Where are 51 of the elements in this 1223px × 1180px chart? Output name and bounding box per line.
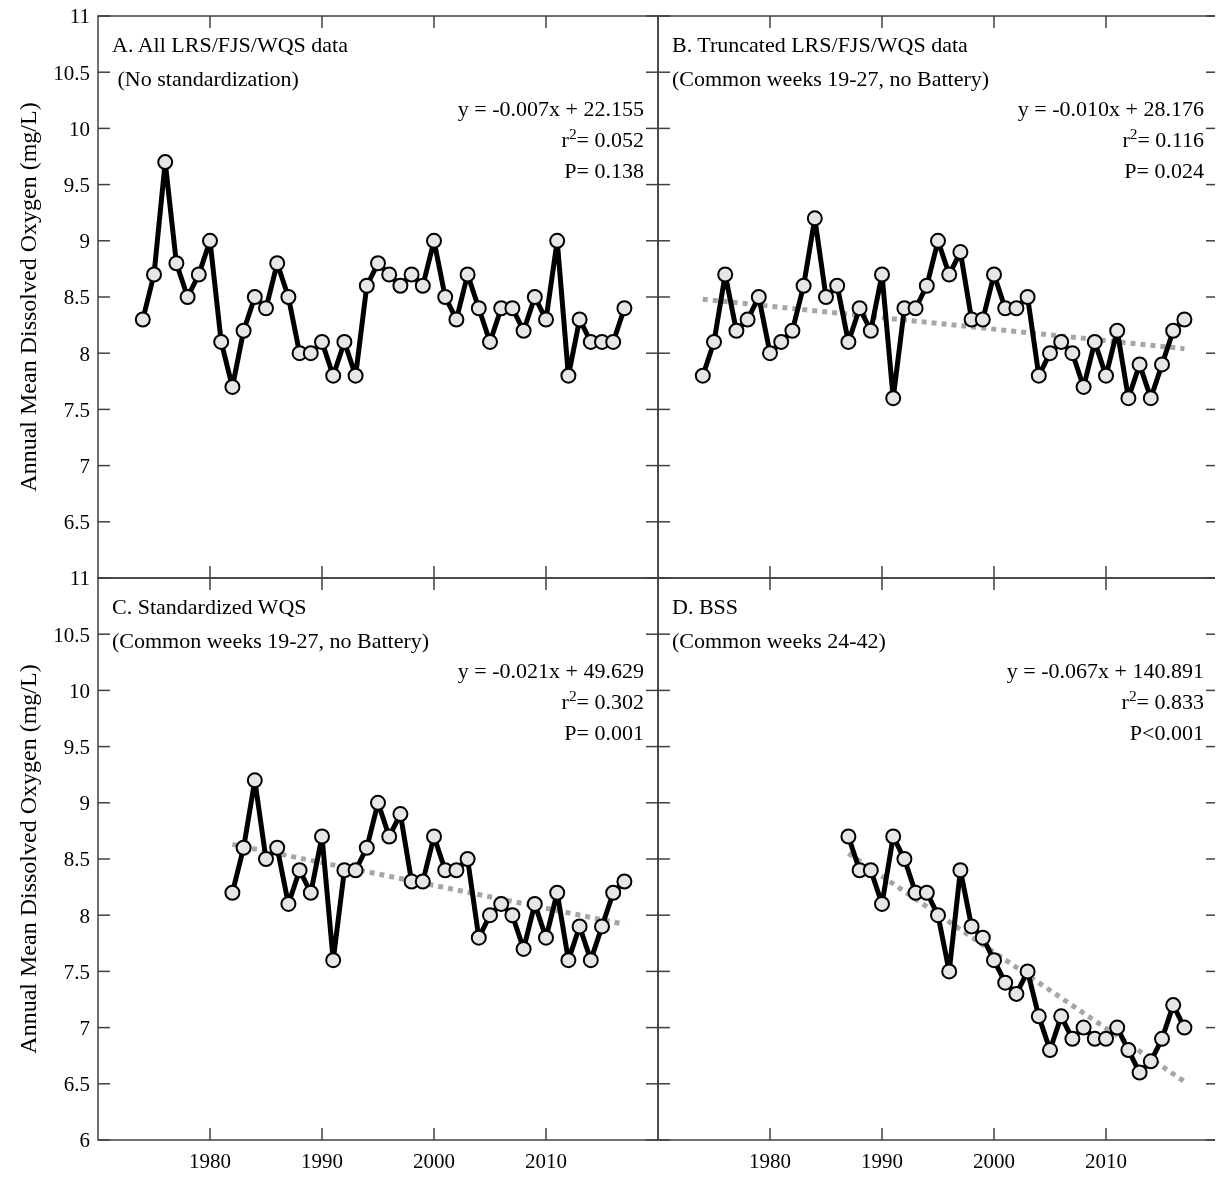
x-tick-label: 1990 — [301, 1149, 343, 1173]
y-tick-label: 11 — [69, 4, 90, 29]
y-tick-label: 10.5 — [53, 622, 90, 647]
y-tick-label: 6.5 — [63, 1072, 90, 1097]
y-tick-label: 6 — [79, 1128, 90, 1153]
x-tick-label: 2000 — [413, 1149, 455, 1173]
y-tick-label: 7.5 — [63, 959, 90, 984]
annotation: r$^{2}$= 0.302 — [561, 686, 644, 714]
y-tick-label: 9 — [79, 229, 90, 254]
text: (Common weeks 19-27, no Battery) — [112, 628, 430, 653]
annotation: r$^{2}$= 0.116 — [1122, 124, 1204, 152]
annotation: P= 0.024 — [1124, 158, 1204, 183]
text: D. BSS — [672, 594, 739, 619]
annotation: P= 0.138 — [564, 158, 644, 183]
annotation: r$^{2}$= 0.052 — [561, 124, 644, 152]
text: C. Standardized WQS — [112, 594, 307, 619]
annotation: y = -0.010x + 28.176 — [1017, 96, 1204, 121]
y-axis-title: Annual Mean Dissolved Oxygen (mg/L) — [15, 664, 41, 1054]
y-tick-label: 9 — [79, 791, 90, 816]
x-tick-label: 1990 — [861, 1149, 903, 1173]
y-tick-label: 9.5 — [63, 172, 90, 197]
y-tick-label: 8 — [79, 341, 90, 366]
annotation: r$^{2}$= 0.833 — [1121, 686, 1204, 714]
y-tick-label: 11 — [69, 566, 90, 591]
annotation: y = -0.007x + 22.155 — [457, 96, 644, 121]
x-tick-label: 2010 — [1085, 1149, 1127, 1173]
x-tick-label: 1980 — [189, 1149, 231, 1173]
text: B. Truncated LRS/FJS/WQS data — [672, 32, 969, 57]
text: (Common weeks 24-42) — [672, 628, 886, 653]
y-tick-label: 10 — [69, 116, 90, 141]
y-tick-label: 7 — [79, 453, 90, 478]
text: (No standardization) — [112, 66, 299, 91]
y-tick-label: 6.5 — [63, 510, 90, 535]
text: (Common weeks 19-27, no Battery) — [672, 66, 990, 91]
y-tick-label: 7.5 — [63, 397, 90, 422]
y-tick-label: 8 — [79, 903, 90, 928]
y-tick-label: 10 — [69, 678, 90, 703]
y-axis-title: Annual Mean Dissolved Oxygen (mg/L) — [15, 102, 41, 492]
text: A. All LRS/FJS/WQS data — [112, 32, 349, 57]
annotation: y = -0.021x + 49.629 — [457, 658, 644, 683]
y-tick-label: 8.5 — [63, 285, 90, 310]
annotation: P= 0.001 — [564, 720, 644, 745]
annotation: y = -0.067x + 140.891 — [1006, 658, 1204, 683]
x-tick-label: 1980 — [749, 1149, 791, 1173]
x-tick-label: 2010 — [525, 1149, 567, 1173]
y-tick-label: 8.5 — [63, 847, 90, 872]
annotation: P<0.001 — [1129, 720, 1204, 745]
y-tick-label: 9.5 — [63, 734, 90, 759]
x-tick-label: 2000 — [973, 1149, 1015, 1173]
y-tick-label: 10.5 — [53, 60, 90, 85]
y-tick-label: 7 — [79, 1015, 90, 1040]
